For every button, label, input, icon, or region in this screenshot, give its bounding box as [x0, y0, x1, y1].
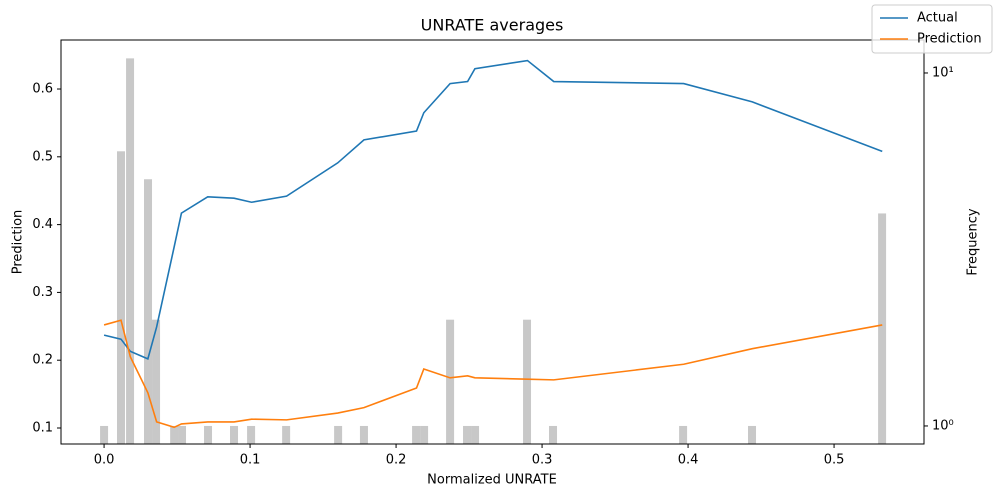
y2-tick-label: 10⁰: [932, 418, 954, 433]
legend-label: Actual: [917, 11, 958, 26]
histogram-bar: [204, 425, 213, 444]
histogram-bar: [126, 58, 135, 444]
legend-box: [871, 4, 993, 54]
y-tick-label: 0.3: [32, 285, 53, 300]
histogram-bar: [100, 425, 109, 444]
histogram-bar: [334, 425, 343, 444]
y2-axis-label: Frequency: [966, 208, 981, 275]
histogram-bar: [471, 425, 480, 444]
histogram-bar: [170, 425, 179, 444]
histogram-bar: [247, 425, 256, 444]
histogram-bar: [230, 425, 239, 444]
x-tick-label: 0.5: [824, 453, 845, 468]
x-tick-label: 0.0: [94, 453, 115, 468]
histogram-bar: [117, 151, 126, 444]
histogram-bar: [282, 425, 291, 444]
histogram-bar: [523, 319, 532, 444]
x-axis-label: Normalized UNRATE: [427, 473, 557, 488]
y-tick-label: 0.1: [32, 421, 53, 436]
y-tick-label: 0.6: [32, 82, 53, 97]
histogram-bar: [152, 319, 161, 444]
histogram-bar: [178, 425, 187, 444]
histogram-bar: [549, 425, 558, 444]
histogram-bar: [463, 425, 472, 444]
histogram-bar: [878, 213, 887, 444]
plot-frame: [60, 39, 925, 445]
x-tick-label: 0.1: [240, 453, 261, 468]
histogram-bar: [359, 425, 368, 444]
line-series: [103, 319, 883, 429]
y-tick-label: 0.4: [32, 217, 53, 232]
legend-label: Prediction: [917, 32, 982, 47]
chart-title: UNRATE averages: [421, 16, 564, 35]
y-tick-label: 0.5: [32, 149, 53, 164]
line-series: [103, 59, 883, 360]
histogram-bar: [420, 425, 429, 444]
histogram-bar: [748, 425, 757, 444]
histogram-bar: [679, 425, 688, 444]
x-tick-label: 0.2: [386, 453, 407, 468]
y-axis-label: Prediction: [11, 210, 26, 275]
histogram-bar: [446, 319, 455, 444]
x-tick-label: 0.4: [678, 453, 699, 468]
y-tick-label: 0.2: [32, 353, 53, 368]
y2-tick-label: 10¹: [932, 65, 954, 80]
histogram-bar: [412, 425, 421, 444]
histogram-bar: [144, 179, 153, 444]
x-tick-label: 0.3: [532, 453, 553, 468]
